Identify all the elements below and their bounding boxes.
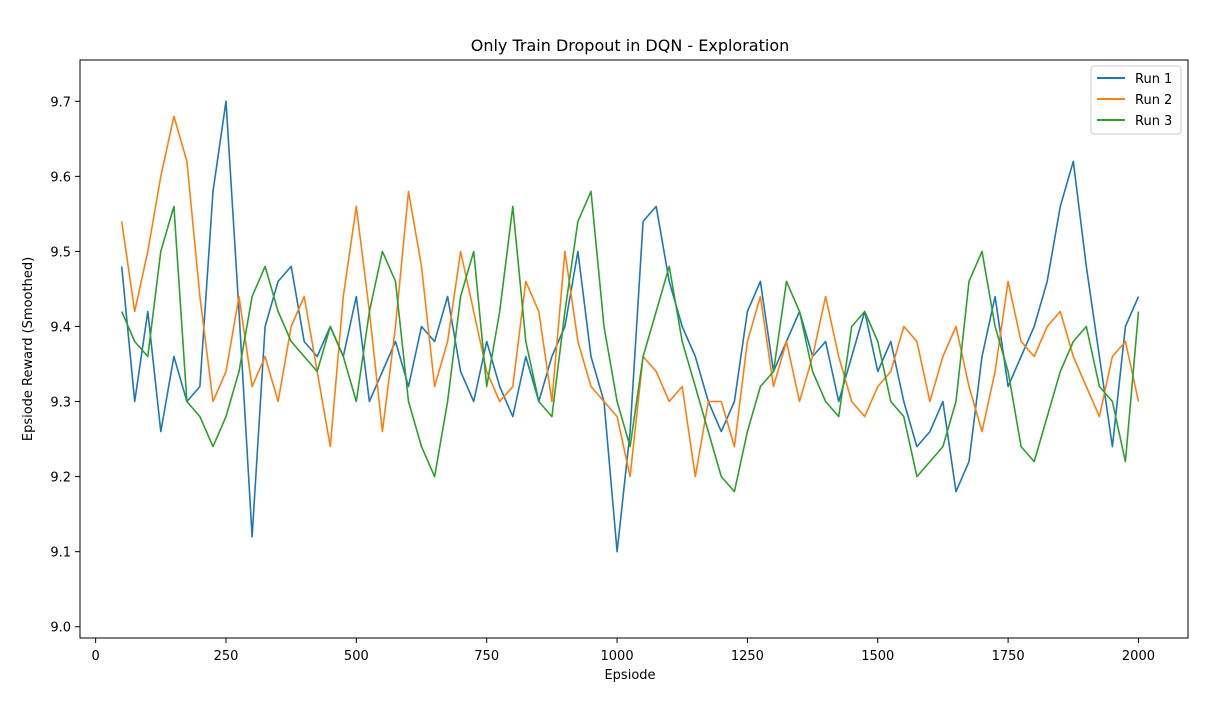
x-axis: 0 250 500 750 1000 1250 1500 1750 2000 xyxy=(92,638,1155,664)
y-tick-label: 9.6 xyxy=(50,170,71,185)
legend: Run 1 Run 2 Run 3 xyxy=(1090,65,1182,135)
legend-label: Run 2 xyxy=(1135,93,1172,108)
series-layer xyxy=(120,100,1140,553)
x-tick-label: 250 xyxy=(214,649,239,664)
x-tick-label: 750 xyxy=(474,649,499,664)
y-tick-label: 9.4 xyxy=(50,320,71,335)
y-axis-label: Epsiode Reward (Smoothed) xyxy=(21,257,36,441)
x-tick-label: 1000 xyxy=(601,649,634,664)
series-line-run-1 xyxy=(120,100,1140,553)
y-tick-label: 9.7 xyxy=(50,95,71,110)
series-line-run-3 xyxy=(120,190,1140,493)
plot-frame xyxy=(79,59,1189,639)
x-tick-label: 1250 xyxy=(731,649,764,664)
plot-area xyxy=(79,59,1189,639)
y-tick-label: 9.1 xyxy=(50,546,71,561)
legend-label: Run 3 xyxy=(1135,114,1172,129)
legend-label: Run 1 xyxy=(1135,72,1172,87)
y-tick-label: 9.5 xyxy=(50,245,71,260)
x-tick-label: 1750 xyxy=(992,649,1025,664)
y-tick-label: 9.0 xyxy=(50,621,71,636)
x-tick-label: 0 xyxy=(92,649,100,664)
series-line-run-2 xyxy=(120,115,1140,478)
legend-box xyxy=(1090,65,1182,135)
x-tick-label: 2000 xyxy=(1122,649,1155,664)
x-axis-label: Epsiode xyxy=(604,668,655,683)
y-tick-label: 9.3 xyxy=(50,396,71,411)
y-axis: 9.0 9.1 9.2 9.3 9.4 9.5 9.6 9.7 xyxy=(50,95,80,636)
x-tick-label: 500 xyxy=(344,649,369,664)
chart-title: Only Train Dropout in DQN - Exploration xyxy=(471,36,790,55)
x-tick-label: 1500 xyxy=(861,649,894,664)
y-tick-label: 9.2 xyxy=(50,471,71,486)
